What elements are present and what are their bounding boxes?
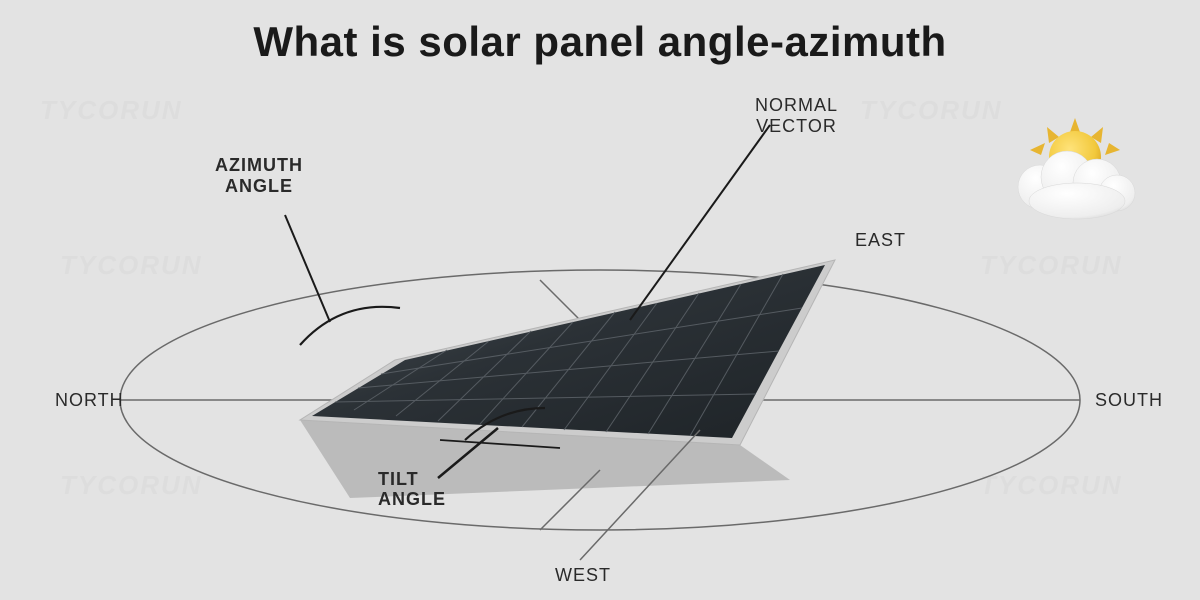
label-tilt-angle: TILTANGLE: [378, 470, 446, 510]
axis-ew-rear: [540, 280, 580, 320]
azimuth-arc: [300, 307, 400, 345]
label-azimuth-line1: AZIMUTHANGLE: [215, 155, 303, 196]
label-normal-vector: NORMALVECTOR: [755, 95, 838, 136]
sun-cloud-icon: [1005, 115, 1145, 220]
label-normal-line: NORMALVECTOR: [755, 95, 838, 136]
label-east: EAST: [855, 230, 906, 251]
label-west: WEST: [555, 565, 611, 586]
diagram-svg: [0, 0, 1200, 600]
label-north: NORTH: [55, 390, 124, 411]
azimuth-pointer: [285, 215, 330, 322]
label-azimuth-angle: AZIMUTHANGLE: [215, 155, 303, 196]
label-south: SOUTH: [1095, 390, 1163, 411]
label-tilt-line: TILTANGLE: [378, 469, 446, 509]
